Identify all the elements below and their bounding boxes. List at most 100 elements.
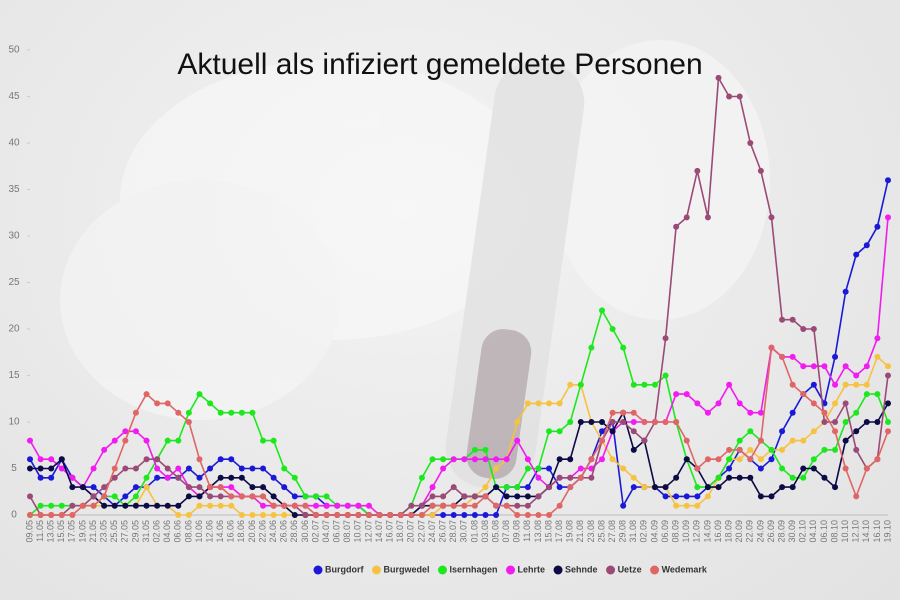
x-tick-label: 12.10 [851,520,861,543]
y-tick-label: 45 [8,91,20,102]
data-point [577,465,584,472]
x-tick-label: 26.06 [279,520,289,543]
data-point [69,502,76,509]
data-point [323,493,330,500]
data-point [757,409,764,416]
data-point [651,381,658,388]
data-point [154,474,161,481]
data-point [524,502,531,509]
data-point [471,493,478,500]
data-point [493,465,500,472]
data-point [323,512,330,518]
data-point [779,446,786,453]
data-point [567,484,574,491]
data-point [768,446,775,453]
data-point [207,502,214,509]
legend-label: Isernhagen [450,564,498,574]
data-point [662,484,669,491]
data-point [69,474,76,481]
x-tick-label: 19.05 [77,520,87,543]
data-point [588,344,595,351]
data-point [842,381,849,388]
data-point [556,502,563,509]
data-point [217,456,224,463]
data-point [694,465,701,472]
data-point [249,465,256,472]
data-point [27,456,33,463]
data-point [567,474,574,481]
data-point [832,446,839,453]
x-tick-label: 09.08 [512,520,522,543]
x-tick-label: 04.10 [808,520,818,543]
data-point [217,493,224,500]
data-point [673,223,680,230]
data-point [164,502,171,509]
data-point [789,409,796,416]
data-point [599,419,605,425]
data-point [662,493,669,500]
data-point [704,484,711,491]
data-point [800,326,807,332]
data-point [365,512,372,518]
data-point [620,419,627,425]
x-tick-label: 24.07 [427,520,437,543]
data-point [673,391,680,398]
data-point [885,400,891,407]
data-point [842,419,849,425]
x-tick-label: 14.10 [861,520,871,543]
data-point [387,512,394,518]
data-point [27,465,33,472]
x-tick-label: 30.06 [300,520,310,543]
data-point [207,400,214,407]
data-point [726,474,733,481]
x-tick-label: 14.07 [374,520,384,543]
x-tick-label: 30.09 [787,520,797,543]
data-point [577,381,584,388]
data-point [355,502,362,509]
x-tick-label: 30.07 [459,520,469,543]
data-point [556,474,563,481]
data-point [694,493,701,500]
data-point [90,493,97,500]
data-point [609,419,616,425]
data-point [821,446,828,453]
legend-label: Lehrte [518,564,546,574]
data-point [58,502,65,509]
data-point [270,493,277,500]
data-point [228,493,235,500]
data-point [704,214,711,221]
x-tick-label: 25.08 [596,520,606,543]
data-point [630,484,637,491]
series-line [29,75,889,516]
data-point [863,363,870,370]
x-tick-label: 29.08 [618,520,628,543]
data-point [524,465,531,472]
data-point [503,502,510,509]
data-point [291,512,298,518]
x-tick-label: 11.08 [522,520,532,542]
data-point [779,353,786,360]
legend-marker [506,565,516,575]
x-tick-label: 01.08 [469,520,479,543]
data-point [493,502,500,509]
x-tick-label: 04.06 [162,520,172,543]
data-point [874,353,881,360]
data-point [747,474,754,481]
data-point [164,400,171,407]
data-point [673,419,680,425]
data-point [853,251,860,258]
data-point [164,437,171,444]
data-point [196,484,203,491]
legend-marker [606,565,616,575]
x-tick-label: 17.05 [67,520,77,543]
data-point [238,465,245,472]
x-tick-label: 20.06 [247,520,257,543]
data-point [175,474,182,481]
data-point [514,493,521,500]
data-point [482,484,489,491]
data-point [863,419,870,425]
data-point [429,484,436,491]
data-point [122,465,129,472]
data-point [154,502,161,509]
data-point [620,344,627,351]
